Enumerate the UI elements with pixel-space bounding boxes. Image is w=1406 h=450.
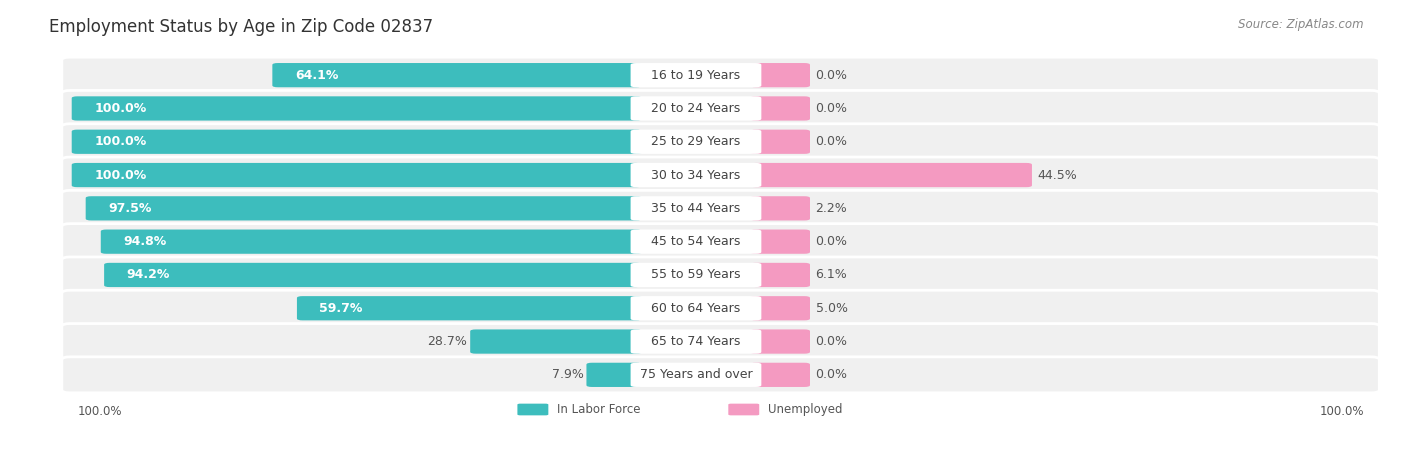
FancyBboxPatch shape bbox=[470, 329, 643, 354]
FancyBboxPatch shape bbox=[751, 329, 810, 354]
FancyBboxPatch shape bbox=[62, 90, 1379, 126]
FancyBboxPatch shape bbox=[104, 263, 643, 287]
FancyBboxPatch shape bbox=[101, 230, 643, 254]
FancyBboxPatch shape bbox=[751, 230, 810, 254]
Text: 100.0%: 100.0% bbox=[94, 102, 146, 115]
Text: 0.0%: 0.0% bbox=[815, 369, 848, 381]
Text: 65 to 74 Years: 65 to 74 Years bbox=[651, 335, 741, 348]
FancyBboxPatch shape bbox=[751, 363, 810, 387]
FancyBboxPatch shape bbox=[630, 230, 762, 254]
Text: 100.0%: 100.0% bbox=[94, 169, 146, 181]
FancyBboxPatch shape bbox=[62, 257, 1379, 293]
Text: 0.0%: 0.0% bbox=[815, 69, 848, 81]
Text: 0.0%: 0.0% bbox=[815, 102, 848, 115]
Text: 100.0%: 100.0% bbox=[1319, 405, 1364, 418]
Text: 5.0%: 5.0% bbox=[815, 302, 848, 315]
Text: 16 to 19 Years: 16 to 19 Years bbox=[651, 69, 741, 81]
FancyBboxPatch shape bbox=[751, 130, 810, 154]
Text: 100.0%: 100.0% bbox=[94, 135, 146, 148]
FancyBboxPatch shape bbox=[630, 163, 762, 187]
FancyBboxPatch shape bbox=[86, 196, 643, 220]
Text: 6.1%: 6.1% bbox=[815, 269, 848, 281]
FancyBboxPatch shape bbox=[630, 263, 762, 287]
FancyBboxPatch shape bbox=[273, 63, 643, 87]
FancyBboxPatch shape bbox=[751, 196, 810, 220]
FancyBboxPatch shape bbox=[630, 363, 762, 387]
Text: 75 Years and over: 75 Years and over bbox=[640, 369, 752, 381]
FancyBboxPatch shape bbox=[72, 130, 643, 154]
Text: Unemployed: Unemployed bbox=[768, 403, 842, 416]
FancyBboxPatch shape bbox=[751, 296, 810, 320]
FancyBboxPatch shape bbox=[62, 57, 1379, 93]
FancyBboxPatch shape bbox=[62, 324, 1379, 360]
FancyBboxPatch shape bbox=[630, 329, 762, 354]
Text: 59.7%: 59.7% bbox=[319, 302, 363, 315]
FancyBboxPatch shape bbox=[728, 404, 759, 415]
FancyBboxPatch shape bbox=[630, 63, 762, 87]
FancyBboxPatch shape bbox=[62, 290, 1379, 326]
FancyBboxPatch shape bbox=[586, 363, 643, 387]
Text: 45 to 54 Years: 45 to 54 Years bbox=[651, 235, 741, 248]
Text: 0.0%: 0.0% bbox=[815, 235, 848, 248]
Text: 44.5%: 44.5% bbox=[1038, 169, 1077, 181]
FancyBboxPatch shape bbox=[751, 96, 810, 121]
Text: 0.0%: 0.0% bbox=[815, 335, 848, 348]
FancyBboxPatch shape bbox=[630, 130, 762, 154]
Text: 28.7%: 28.7% bbox=[427, 335, 467, 348]
Text: 30 to 34 Years: 30 to 34 Years bbox=[651, 169, 741, 181]
Text: 100.0%: 100.0% bbox=[77, 405, 122, 418]
FancyBboxPatch shape bbox=[630, 296, 762, 320]
FancyBboxPatch shape bbox=[72, 163, 643, 187]
FancyBboxPatch shape bbox=[751, 263, 810, 287]
Text: 97.5%: 97.5% bbox=[108, 202, 152, 215]
Text: 94.2%: 94.2% bbox=[127, 269, 170, 281]
Text: 35 to 44 Years: 35 to 44 Years bbox=[651, 202, 741, 215]
Text: 60 to 64 Years: 60 to 64 Years bbox=[651, 302, 741, 315]
FancyBboxPatch shape bbox=[630, 96, 762, 121]
Text: In Labor Force: In Labor Force bbox=[557, 403, 640, 416]
Text: 94.8%: 94.8% bbox=[124, 235, 166, 248]
Text: Source: ZipAtlas.com: Source: ZipAtlas.com bbox=[1239, 18, 1364, 31]
FancyBboxPatch shape bbox=[751, 63, 810, 87]
Text: 0.0%: 0.0% bbox=[815, 135, 848, 148]
FancyBboxPatch shape bbox=[62, 190, 1379, 226]
Text: Employment Status by Age in Zip Code 02837: Employment Status by Age in Zip Code 028… bbox=[49, 18, 433, 36]
FancyBboxPatch shape bbox=[517, 404, 548, 415]
FancyBboxPatch shape bbox=[630, 196, 762, 220]
Text: 20 to 24 Years: 20 to 24 Years bbox=[651, 102, 741, 115]
Text: 55 to 59 Years: 55 to 59 Years bbox=[651, 269, 741, 281]
FancyBboxPatch shape bbox=[72, 96, 643, 121]
FancyBboxPatch shape bbox=[62, 224, 1379, 260]
FancyBboxPatch shape bbox=[297, 296, 643, 320]
Text: 25 to 29 Years: 25 to 29 Years bbox=[651, 135, 741, 148]
Text: 7.9%: 7.9% bbox=[551, 369, 583, 381]
FancyBboxPatch shape bbox=[62, 124, 1379, 160]
FancyBboxPatch shape bbox=[62, 157, 1379, 193]
FancyBboxPatch shape bbox=[62, 357, 1379, 393]
Text: 64.1%: 64.1% bbox=[295, 69, 339, 81]
FancyBboxPatch shape bbox=[751, 163, 1032, 187]
Text: 2.2%: 2.2% bbox=[815, 202, 848, 215]
